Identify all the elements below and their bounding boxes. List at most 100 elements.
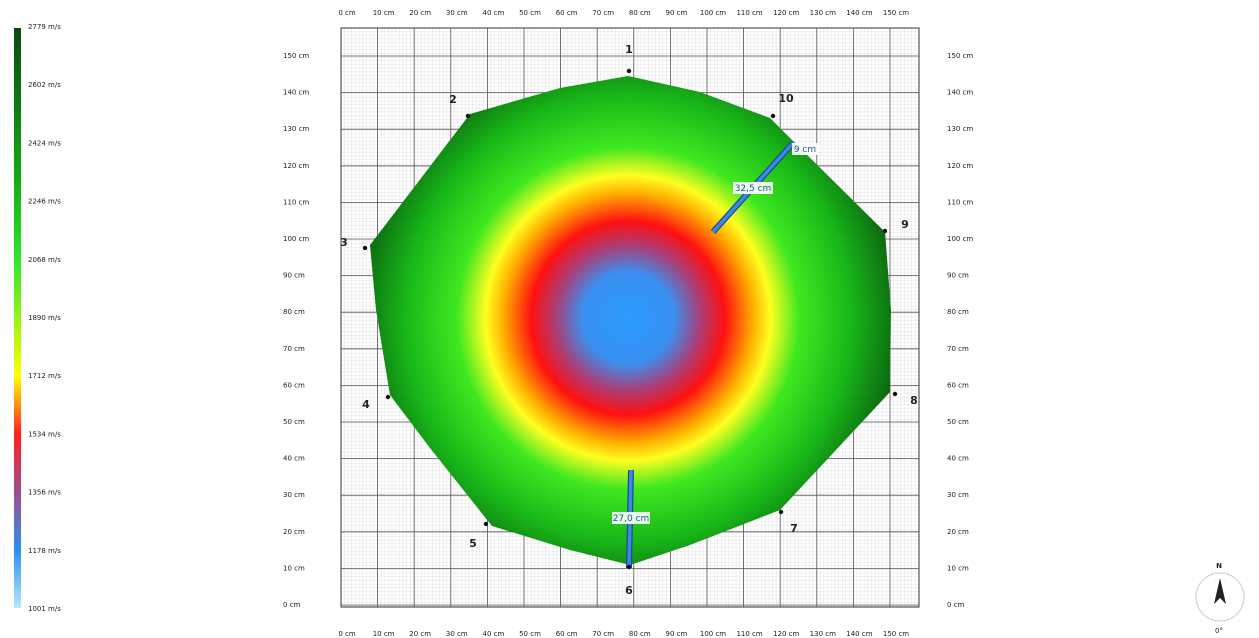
sensor [882, 228, 888, 234]
y-label-left: 140 cm [283, 89, 309, 97]
x-label-top: 120 cm [773, 9, 799, 17]
legend-label: 2602 m/s [28, 81, 61, 89]
x-label-top: 90 cm [665, 9, 687, 17]
legend-label: 1001 m/s [28, 605, 61, 613]
sensor [483, 521, 489, 527]
x-label-bottom: 40 cm [482, 630, 504, 638]
sensor-label: 6 [625, 584, 633, 597]
measure-box [612, 512, 650, 524]
sensor [770, 113, 776, 119]
x-label-bottom: 0 cm [338, 630, 356, 638]
tomogram [370, 76, 891, 565]
y-label-right: 60 cm [947, 381, 969, 389]
x-label-bottom: 60 cm [556, 630, 578, 638]
y-label-right: 130 cm [947, 125, 973, 133]
y-label-left: 90 cm [283, 272, 305, 280]
x-label-bottom: 20 cm [409, 630, 431, 638]
sensor [626, 564, 632, 570]
y-label-left: 40 cm [283, 455, 305, 463]
y-label-right: 110 cm [947, 198, 973, 206]
sensor-label: 2 [449, 93, 457, 106]
y-label-right: 10 cm [947, 564, 969, 572]
y-label-left: 80 cm [283, 308, 305, 316]
x-label-top: 80 cm [629, 9, 651, 17]
x-label-top: 100 cm [700, 9, 726, 17]
y-label-left: 100 cm [283, 235, 309, 243]
compass-north: N [1216, 562, 1222, 570]
y-label-right: 150 cm [947, 52, 973, 60]
measure-label: 32,5 cm [735, 184, 772, 194]
y-label-left: 110 cm [283, 198, 309, 206]
sensor [362, 245, 368, 251]
sensor-label: 1 [625, 43, 633, 56]
y-label-right: 30 cm [947, 491, 969, 499]
y-label-right: 90 cm [947, 272, 969, 280]
measure-box [792, 143, 818, 155]
y-label-right: 80 cm [947, 308, 969, 316]
legend-label: 1178 m/s [28, 547, 61, 555]
x-label-top: 20 cm [409, 9, 431, 17]
legend-label: 1534 m/s [28, 430, 61, 438]
measure-label: 27,0 cm [613, 514, 650, 524]
sensor [892, 391, 898, 397]
x-label-top: 40 cm [482, 9, 504, 17]
x-label-bottom: 150 cm [883, 630, 909, 638]
x-label-top: 110 cm [736, 9, 762, 17]
y-label-left: 50 cm [283, 418, 305, 426]
x-label-top: 50 cm [519, 9, 541, 17]
legend-label: 2246 m/s [28, 198, 61, 206]
x-label-top: 70 cm [592, 9, 614, 17]
sensor [465, 113, 471, 119]
sensor [385, 394, 391, 400]
x-label-top: 30 cm [446, 9, 468, 17]
y-label-right: 0 cm [947, 601, 965, 609]
y-label-left: 30 cm [283, 491, 305, 499]
sensor-label: 5 [469, 537, 477, 550]
x-label-top: 140 cm [846, 9, 872, 17]
legend-label: 2779 m/s [28, 23, 61, 31]
y-label-left: 120 cm [283, 162, 309, 170]
sensor-label: 4 [362, 398, 370, 411]
x-label-top: 150 cm [883, 9, 909, 17]
y-label-right: 100 cm [947, 235, 973, 243]
x-label-bottom: 70 cm [592, 630, 614, 638]
x-label-bottom: 80 cm [629, 630, 651, 638]
legend-label: 1712 m/s [28, 372, 61, 380]
compass-needle [1214, 578, 1226, 604]
legend-label: 2068 m/s [28, 256, 61, 264]
y-label-left: 130 cm [283, 125, 309, 133]
y-label-right: 70 cm [947, 345, 969, 353]
sensor-label: 9 [901, 218, 909, 231]
y-label-right: 120 cm [947, 162, 973, 170]
y-label-right: 50 cm [947, 418, 969, 426]
x-label-bottom: 140 cm [846, 630, 872, 638]
x-label-top: 60 cm [556, 9, 578, 17]
x-label-top: 10 cm [373, 9, 395, 17]
y-label-right: 20 cm [947, 528, 969, 536]
y-label-right: 40 cm [947, 455, 969, 463]
x-label-bottom: 110 cm [736, 630, 762, 638]
legend-label: 2424 m/s [28, 139, 61, 147]
y-label-left: 20 cm [283, 528, 305, 536]
x-label-bottom: 130 cm [810, 630, 836, 638]
measure-box [733, 182, 773, 194]
measure-label: 9 cm [794, 145, 816, 155]
color-scale [14, 28, 21, 608]
y-label-left: 70 cm [283, 345, 305, 353]
y-label-right: 140 cm [947, 89, 973, 97]
sensor [626, 68, 632, 74]
y-label-left: 0 cm [283, 601, 301, 609]
legend-label: 1356 m/s [28, 489, 61, 497]
y-label-left: 10 cm [283, 564, 305, 572]
x-label-top: 130 cm [810, 9, 836, 17]
x-label-bottom: 100 cm [700, 630, 726, 638]
sensor-label: 8 [910, 394, 918, 407]
x-label-bottom: 10 cm [373, 630, 395, 638]
sensor-label: 3 [340, 236, 348, 249]
compass-angle: 0° [1215, 627, 1223, 635]
y-label-left: 150 cm [283, 52, 309, 60]
y-label-left: 60 cm [283, 381, 305, 389]
x-label-bottom: 30 cm [446, 630, 468, 638]
sensor-label: 7 [790, 522, 798, 535]
